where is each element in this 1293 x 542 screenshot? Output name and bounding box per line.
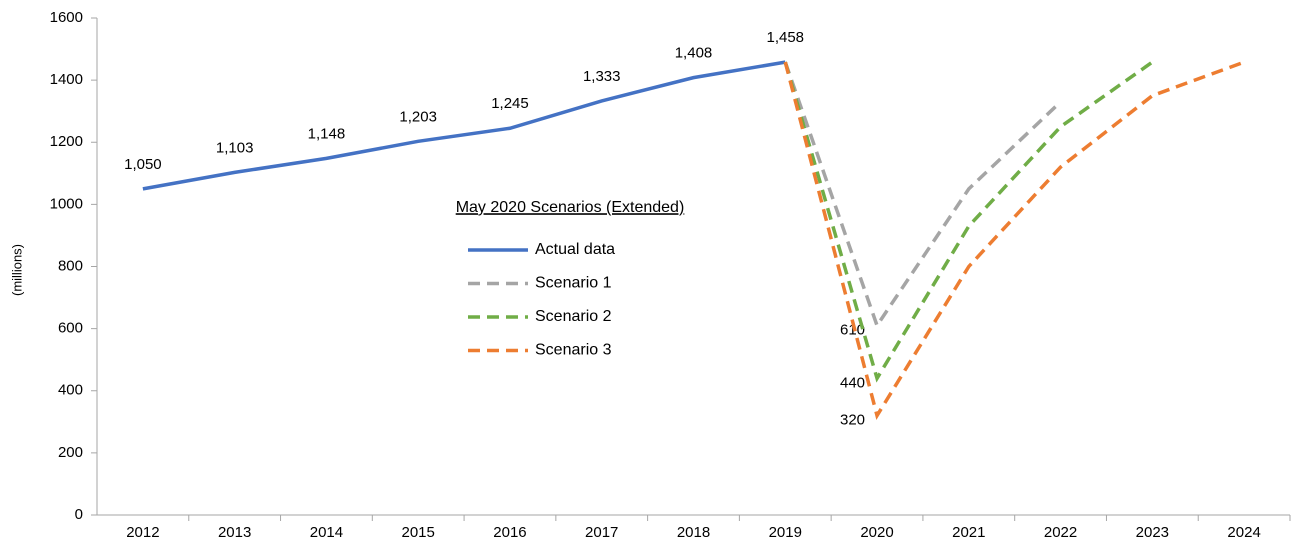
y-axis-label: (millions) [9, 244, 24, 296]
x-tick-label: 2014 [310, 524, 343, 541]
x-tick-label: 2021 [952, 524, 985, 541]
y-tick-label: 400 [58, 382, 83, 399]
y-tick-label: 1000 [50, 195, 83, 212]
data-label: 440 [840, 374, 865, 391]
x-tick-label: 2023 [1136, 524, 1169, 541]
legend-title: May 2020 Scenarios (Extended) [456, 199, 685, 216]
data-label: 1,458 [766, 29, 804, 46]
x-tick-label: 2013 [218, 524, 251, 541]
data-label: 1,103 [216, 139, 254, 156]
series-line [142, 60, 786, 191]
x-tick-label: 2017 [585, 524, 618, 541]
data-label: 1,148 [308, 125, 346, 142]
data-label: 610 [840, 321, 865, 338]
series-line [783, 61, 1062, 330]
y-tick-label: 1600 [50, 9, 83, 26]
data-label: 1,333 [583, 68, 621, 85]
legend-label: Scenario 2 [535, 308, 612, 325]
legend-label: Scenario 1 [535, 275, 612, 292]
y-tick-label: 1200 [50, 133, 83, 150]
series-line [783, 60, 1154, 383]
y-tick-label: 0 [75, 506, 83, 523]
x-tick-label: 2016 [493, 524, 526, 541]
y-tick-label: 1400 [50, 71, 83, 88]
y-tick-label: 600 [58, 320, 83, 337]
x-tick-label: 2020 [860, 524, 893, 541]
x-tick-label: 2022 [1044, 524, 1077, 541]
legend-label: Scenario 3 [535, 342, 612, 359]
x-tick-label: 2024 [1227, 524, 1260, 541]
y-tick-label: 200 [58, 444, 83, 461]
data-label: 1,203 [399, 108, 437, 125]
x-tick-label: 2018 [677, 524, 710, 541]
series-line [783, 60, 1245, 421]
x-tick-label: 2015 [402, 524, 435, 541]
x-tick-label: 2012 [126, 524, 159, 541]
y-tick-label: 800 [58, 257, 83, 274]
data-label: 320 [840, 412, 865, 429]
legend-label: Actual data [535, 241, 615, 258]
data-label: 1,245 [491, 95, 529, 112]
x-tick-label: 2019 [769, 524, 802, 541]
data-label: 1,408 [675, 45, 713, 62]
data-label: 1,050 [124, 156, 162, 173]
